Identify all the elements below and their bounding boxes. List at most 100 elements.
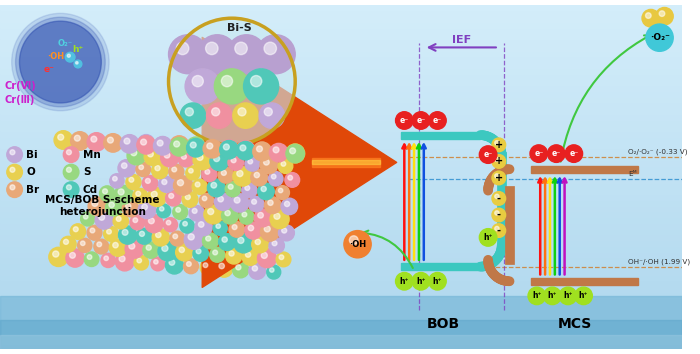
Circle shape	[272, 145, 286, 159]
Text: Bi: Bi	[27, 150, 38, 160]
Circle shape	[276, 252, 291, 267]
Circle shape	[242, 249, 258, 266]
Circle shape	[122, 229, 128, 235]
Circle shape	[254, 172, 260, 178]
Circle shape	[480, 146, 497, 163]
Circle shape	[228, 155, 244, 170]
Circle shape	[12, 13, 109, 111]
Circle shape	[213, 221, 228, 235]
Circle shape	[238, 108, 246, 116]
Circle shape	[237, 170, 243, 177]
Circle shape	[66, 185, 71, 190]
Circle shape	[349, 236, 358, 245]
Circle shape	[20, 21, 102, 103]
Circle shape	[428, 273, 446, 290]
Circle shape	[154, 259, 158, 264]
Text: -: -	[497, 193, 500, 204]
Text: h⁺: h⁺	[416, 277, 426, 286]
Circle shape	[223, 143, 230, 149]
Circle shape	[7, 147, 22, 162]
Text: Eᴹ: Eᴹ	[629, 171, 637, 177]
Text: S: S	[83, 167, 90, 177]
Bar	[0, 176, 682, 183]
Circle shape	[279, 255, 284, 259]
Circle shape	[495, 157, 499, 161]
Circle shape	[284, 201, 290, 207]
Circle shape	[176, 244, 192, 261]
Bar	[0, 159, 682, 166]
Circle shape	[148, 188, 167, 206]
Circle shape	[642, 10, 659, 27]
Bar	[0, 337, 682, 344]
Circle shape	[170, 138, 188, 156]
Circle shape	[137, 258, 141, 263]
Circle shape	[196, 249, 201, 254]
Text: -: -	[497, 210, 500, 220]
Circle shape	[214, 69, 249, 104]
Bar	[0, 228, 682, 234]
Circle shape	[264, 226, 270, 232]
Circle shape	[7, 164, 22, 180]
Circle shape	[210, 247, 225, 262]
Circle shape	[166, 190, 181, 206]
Circle shape	[169, 164, 184, 179]
Circle shape	[281, 198, 298, 215]
Circle shape	[125, 240, 144, 258]
Circle shape	[172, 167, 176, 172]
Text: ·O₂⁻: ·O₂⁻	[650, 33, 669, 42]
Circle shape	[279, 225, 295, 241]
Circle shape	[195, 218, 212, 236]
Bar	[0, 268, 682, 275]
Bar	[0, 314, 682, 321]
Bar	[0, 44, 682, 51]
Circle shape	[225, 182, 241, 197]
Circle shape	[169, 35, 207, 74]
Bar	[0, 96, 682, 102]
Circle shape	[206, 143, 213, 149]
Bar	[0, 331, 682, 338]
Text: e⁻: e⁻	[400, 116, 409, 125]
Bar	[401, 132, 480, 138]
Circle shape	[118, 189, 124, 195]
Circle shape	[193, 209, 197, 213]
Bar	[0, 239, 682, 246]
Circle shape	[70, 224, 85, 239]
Circle shape	[244, 69, 279, 104]
Bar	[0, 21, 682, 28]
Circle shape	[186, 166, 200, 180]
Circle shape	[141, 139, 146, 145]
Circle shape	[84, 252, 99, 267]
Circle shape	[252, 236, 269, 253]
Bar	[0, 325, 682, 332]
Circle shape	[145, 215, 163, 233]
Circle shape	[153, 137, 172, 155]
Circle shape	[142, 176, 158, 191]
Circle shape	[559, 287, 577, 305]
Circle shape	[188, 234, 195, 240]
Circle shape	[139, 165, 143, 170]
Circle shape	[200, 260, 215, 275]
Bar	[0, 297, 682, 303]
Circle shape	[233, 103, 258, 128]
Circle shape	[178, 151, 194, 167]
Circle shape	[167, 221, 171, 225]
Bar	[312, 160, 380, 164]
Circle shape	[242, 212, 247, 217]
Circle shape	[80, 212, 94, 226]
Circle shape	[251, 75, 262, 87]
Circle shape	[148, 218, 154, 224]
Text: +: +	[495, 156, 503, 166]
Circle shape	[113, 176, 117, 181]
Circle shape	[240, 145, 246, 151]
Text: h⁺: h⁺	[72, 45, 83, 54]
Text: Cr(Ⅵ): Cr(Ⅵ)	[5, 81, 36, 91]
Circle shape	[148, 151, 153, 157]
Circle shape	[273, 147, 279, 153]
Circle shape	[164, 218, 178, 232]
Circle shape	[214, 156, 220, 161]
Circle shape	[216, 260, 232, 277]
Text: MCS/BOB S-scheme: MCS/BOB S-scheme	[45, 195, 160, 205]
Circle shape	[221, 75, 232, 87]
Circle shape	[159, 176, 174, 193]
Text: ·OH: ·OH	[47, 52, 64, 61]
